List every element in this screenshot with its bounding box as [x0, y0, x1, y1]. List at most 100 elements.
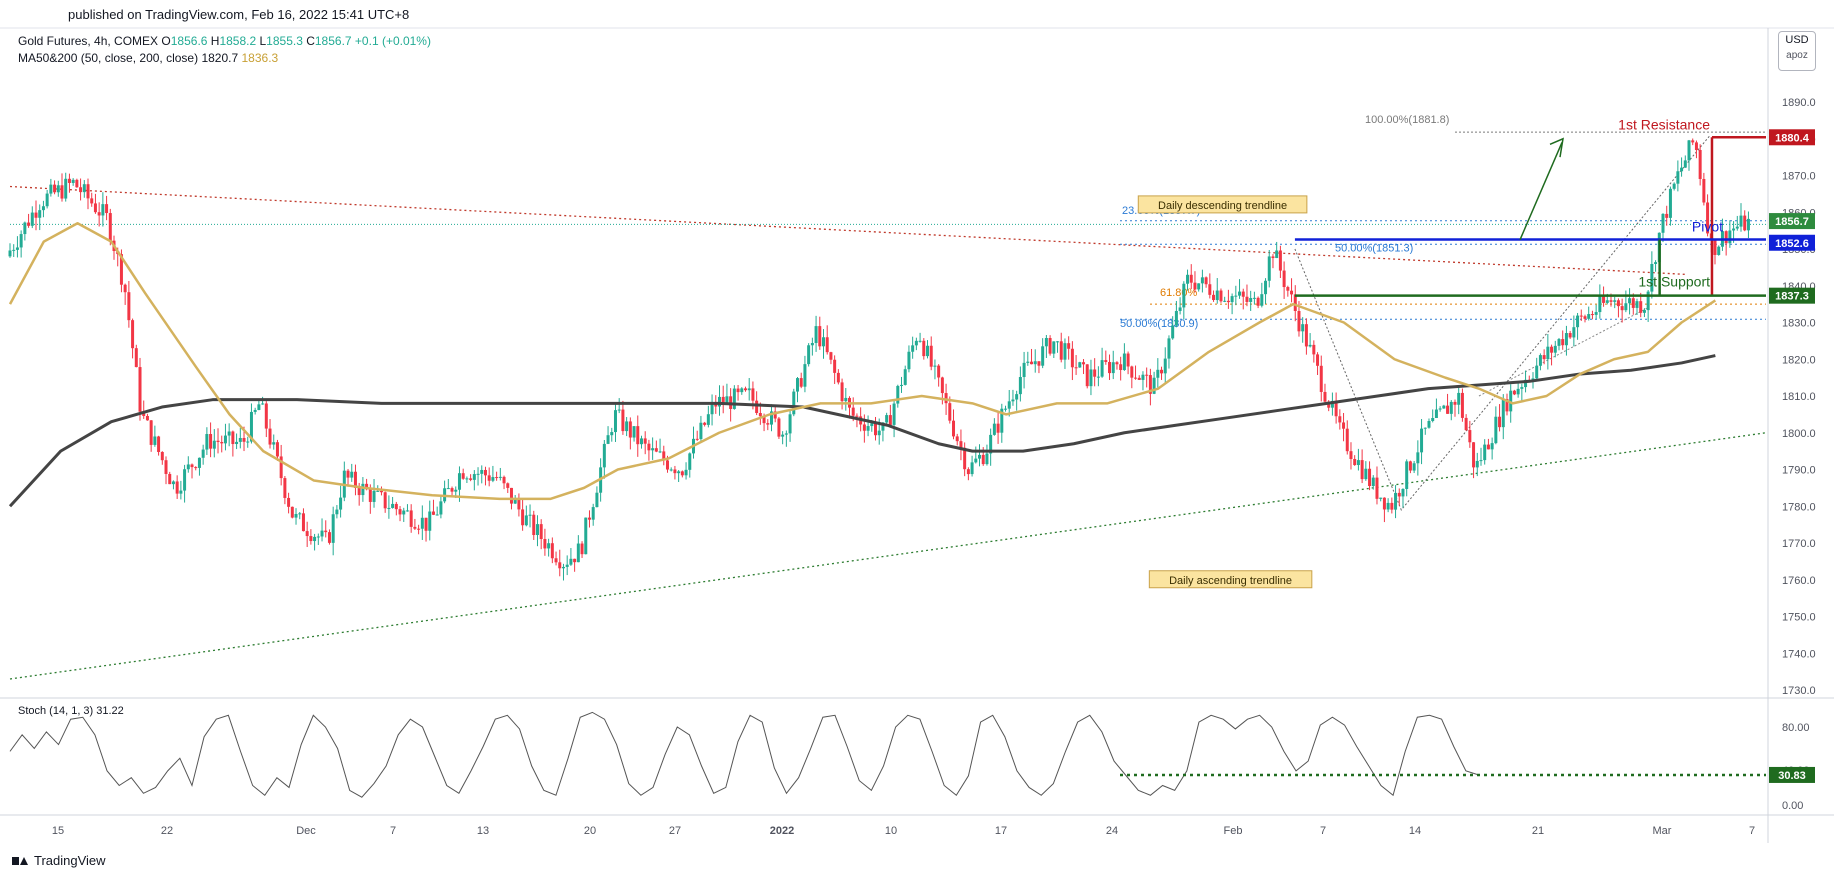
- candle-body: [335, 509, 339, 515]
- candle-body: [1189, 274, 1193, 283]
- candle-body: [874, 423, 878, 436]
- candle-body: [15, 247, 19, 250]
- descending-trendline: [9, 185, 1687, 276]
- annotation-box: [1148, 570, 1313, 589]
- candle-body: [788, 414, 792, 434]
- candle-body: [952, 420, 956, 437]
- candle-body: [822, 337, 826, 347]
- candle-body: [171, 481, 175, 485]
- candle-body: [1520, 387, 1524, 389]
- candle-body: [669, 469, 673, 471]
- candle-body: [1576, 315, 1580, 328]
- candle-body: [67, 178, 71, 183]
- candle-body: [1475, 460, 1479, 468]
- candle-body: [12, 249, 16, 251]
- candle-body: [1252, 297, 1256, 299]
- candle-body: [1226, 300, 1230, 303]
- candle-body: [353, 471, 357, 488]
- annotation-label: Daily ascending trendline: [1169, 575, 1292, 587]
- candle-body: [613, 410, 617, 433]
- candle-body: [755, 400, 759, 414]
- candle-body: [1668, 188, 1672, 218]
- candle-body: [1026, 361, 1030, 363]
- candle-body: [1082, 362, 1086, 365]
- candle-body: [131, 320, 135, 349]
- candle-body: [502, 476, 506, 484]
- candle-body: [959, 441, 963, 448]
- candle-body: [350, 471, 354, 478]
- candle-body: [82, 184, 86, 193]
- candle-body: [1683, 160, 1687, 168]
- ma50-value: 1820.7: [201, 51, 239, 65]
- candle-body: [1446, 405, 1450, 414]
- candle-body: [1186, 274, 1190, 284]
- candle-body: [1661, 213, 1665, 233]
- candle-body: [1137, 377, 1141, 380]
- candle-body: [450, 488, 454, 492]
- candle-body: [19, 234, 23, 248]
- candle-body: [1732, 228, 1736, 231]
- candle-body: [1698, 150, 1702, 179]
- candle-body: [1512, 390, 1516, 395]
- candle-body: [1553, 345, 1557, 353]
- candle-body: [64, 178, 68, 199]
- price-tick-label: 1740.0: [1782, 648, 1816, 660]
- candle-body: [483, 469, 487, 476]
- candle-body: [1249, 298, 1253, 302]
- candle-body: [1650, 263, 1654, 292]
- candle-body: [513, 499, 517, 504]
- candle-body: [881, 422, 885, 431]
- price-tick-label: 1780.0: [1782, 501, 1816, 513]
- candle-body: [1468, 430, 1472, 443]
- candle-body: [595, 492, 599, 508]
- candle-body: [885, 415, 889, 423]
- candle-body: [1323, 391, 1327, 402]
- candle-body: [617, 409, 621, 411]
- candle-body: [1238, 291, 1242, 296]
- candle-body: [164, 460, 168, 474]
- candle-body: [339, 497, 343, 510]
- candle-body: [97, 212, 101, 216]
- candle-body: [457, 473, 461, 490]
- candle-body: [978, 454, 982, 459]
- candle-body: [773, 411, 777, 419]
- candle-body: [963, 447, 967, 470]
- candle-body: [1156, 369, 1160, 378]
- candle-body: [1067, 343, 1071, 349]
- candle-body: [1420, 428, 1424, 453]
- candle-body: [487, 475, 491, 481]
- candle-body: [1212, 294, 1216, 301]
- candle-body: [168, 473, 172, 485]
- candle-body: [1423, 427, 1427, 429]
- annotation-box: [1137, 195, 1308, 214]
- candle-body: [1111, 362, 1115, 374]
- candle-body: [758, 413, 762, 417]
- currency-button[interactable]: USD apoz: [1778, 31, 1816, 71]
- time-tick-label: 17: [995, 825, 1007, 837]
- resistance-tag-bg: [1769, 129, 1815, 146]
- candle-body: [1739, 215, 1743, 227]
- candle-body: [1338, 416, 1342, 423]
- candle-body: [1119, 364, 1123, 371]
- last-price-tag: 1856.7: [1775, 216, 1809, 228]
- candle-body: [714, 403, 718, 407]
- candle-body: [1219, 290, 1223, 302]
- candle-body: [743, 388, 747, 391]
- time-tick-label: Mar: [1653, 825, 1672, 837]
- candle-body: [1160, 369, 1164, 374]
- candle-body: [1312, 344, 1316, 355]
- time-tick-label: 14: [1409, 825, 1421, 837]
- candle-body: [1735, 226, 1739, 229]
- time-tick-label: 13: [477, 825, 489, 837]
- candle-body: [703, 422, 707, 425]
- candle-body: [1356, 460, 1360, 466]
- candle-body: [1728, 230, 1732, 244]
- candle-body: [1078, 362, 1082, 368]
- candle-body: [717, 396, 721, 407]
- candle-body: [1018, 377, 1022, 395]
- candle-body: [907, 351, 911, 370]
- candle-body: [1457, 392, 1461, 405]
- candle-body: [1713, 240, 1717, 255]
- candle-body: [134, 348, 138, 368]
